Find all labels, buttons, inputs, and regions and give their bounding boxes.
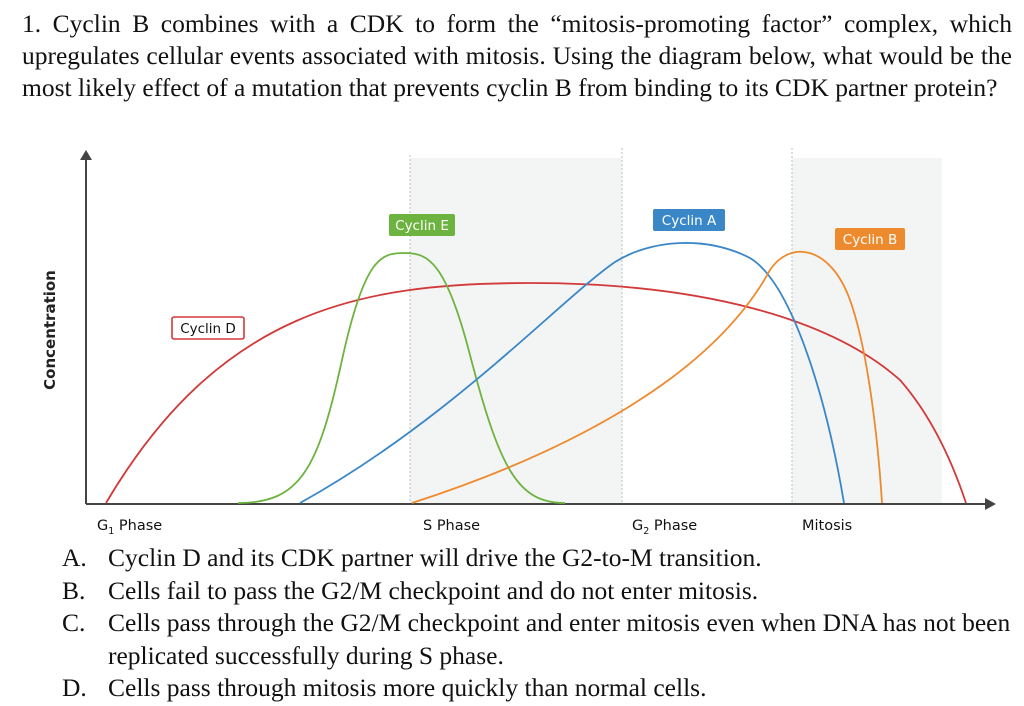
option-letter: B. (62, 575, 86, 605)
option-letter: A. (62, 543, 87, 572)
y-axis-arrow (80, 150, 92, 160)
cyclin-e-label: Cyclin E (389, 214, 455, 236)
y-axis-label: Concentration (41, 270, 59, 390)
s-phase-band (410, 158, 622, 504)
answer-option-d[interactable]: D. Cells pass through mitosis more quickl… (62, 672, 1012, 705)
phase-label-g1: G1 Phase (97, 518, 162, 537)
cyclin-d-curve (105, 282, 967, 504)
cyclin-b-label: Cyclin B (835, 228, 905, 250)
option-text: Cells pass through mitosis more quickly … (108, 673, 707, 702)
answer-option-a[interactable]: A. Cyclin D and its CDK partner will driv… (62, 542, 1012, 575)
option-text: Cells fail to pass the G2/M checkpoint a… (108, 575, 759, 605)
cyclin-a-curve (299, 242, 845, 504)
answer-options: A. Cyclin D and its CDK partner will driv… (62, 542, 1012, 705)
phase-label-g2: G2 Phase (632, 518, 697, 537)
answer-option-c[interactable]: C. Cells pass through the G2/M checkpoint… (62, 607, 1012, 672)
cyclin-d-label: Cyclin D (171, 316, 245, 340)
cyclin-a-label-text: Cyclin A (662, 213, 717, 229)
cell-cycle-cyclin-diagram: Concentration Cyclin D Cyclin E Cyclin A… (41, 148, 996, 537)
cyclin-a-label: Cyclin A (653, 209, 725, 231)
answer-option-b[interactable]: B. Cells fail to pass the G2/M checkpoint… (62, 575, 1012, 608)
option-letter: C. (62, 608, 86, 637)
question-text: 1. Cyclin B combines with a CDK to form … (22, 9, 1012, 102)
mitosis-band (792, 158, 942, 504)
option-text: Cells pass through the G2/M checkpoint a… (108, 608, 1011, 670)
x-axis-arrow (985, 498, 996, 510)
option-text: Cyclin D and its CDK partner will drive … (108, 543, 762, 572)
cyclin-e-curve (237, 252, 566, 504)
option-letter: D. (62, 673, 87, 702)
cyclin-b-curve (411, 250, 883, 504)
cyclin-b-label-text: Cyclin B (843, 232, 897, 248)
phase-label-s: S Phase (423, 518, 480, 534)
cyclin-d-label-text: Cyclin D (180, 321, 236, 337)
phase-label-mitosis: Mitosis (802, 518, 852, 534)
cyclin-e-label-text: Cyclin E (395, 218, 449, 234)
